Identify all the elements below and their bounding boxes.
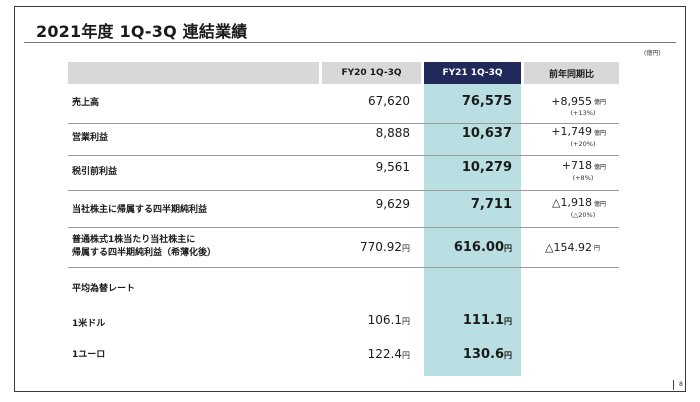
cell-yoy-pct-operating-income: (+20%) [570, 140, 596, 148]
cell-fy21-operating-income: 10,637 [461, 126, 512, 141]
cell-yoy-unit-pretax-income: 億円 [594, 164, 607, 171]
cell-fy20-eur-unit: 円 [402, 351, 410, 360]
header-fy21: FY21 1Q-3Q [424, 62, 521, 84]
row-label-operating-income: 営業利益 [72, 133, 109, 143]
page-title: 2021年度 1Q-3Q 連結業績 [36, 22, 248, 41]
page-number: 8 [679, 381, 683, 388]
row-label-net-income: 当社株主に帰属する四半期純利益 [72, 205, 208, 215]
fx-section-title: 平均為替レート [72, 284, 136, 294]
header-yoy: 前年同期比 [524, 62, 619, 84]
cell-fy20-sales: 67,620 [368, 94, 410, 108]
cell-fy20-eur: 122.4円 [318, 347, 410, 361]
cell-yoy-unit-net-income: 億円 [594, 201, 607, 208]
cell-fy21-eps-value: 616.00 [453, 240, 504, 255]
cell-yoy-pct-sales: (+13%) [570, 109, 596, 117]
cell-yoy-eps: △154.92 [545, 241, 592, 254]
cell-fy20-eps-value: 770.92 [360, 240, 402, 254]
row-separator [68, 155, 619, 156]
cell-yoy-operating-income: +1,749 [551, 125, 592, 138]
slide-frame [14, 6, 686, 392]
row-separator [68, 227, 619, 228]
page-number-divider [673, 380, 674, 390]
cell-fy21-usd-unit: 円 [504, 317, 512, 326]
cell-fy20-pretax-income: 9,561 [375, 160, 410, 174]
fy21-highlight-column [424, 84, 521, 376]
cell-fy21-pretax-income: 10,279 [461, 160, 512, 175]
cell-yoy-unit-sales: 億円 [594, 99, 607, 106]
cell-yoy-sales: +8,955 [551, 95, 592, 108]
cell-yoy-pretax-income: +718 [561, 159, 592, 172]
cell-fy20-usd: 106.1円 [318, 313, 410, 327]
cell-fy21-usd: 111.1円 [424, 313, 512, 328]
cell-fy21-sales: 76,575 [461, 94, 512, 109]
row-label-sales: 売上高 [72, 98, 100, 108]
cell-yoy-unit-operating-income: 億円 [594, 130, 607, 137]
row-label-eps-line2: 帰属する四半期純利益（希薄化後） [72, 248, 217, 258]
cell-fy20-eps: 770.92円 [318, 240, 410, 254]
row-separator [68, 267, 619, 268]
row-label-eps-line1: 普通株式1株当たり当社株主に [72, 235, 196, 245]
cell-yoy-pct-pretax-income: (+8%) [572, 174, 594, 182]
cell-fy21-eur-value: 130.6 [462, 347, 504, 362]
cell-fy20-usd-value: 106.1 [367, 313, 402, 327]
row-separator [68, 123, 619, 124]
cell-fy21-usd-value: 111.1 [462, 313, 504, 328]
cell-fy21-eps-unit: 円 [504, 244, 512, 253]
cell-fy21-eps: 616.00円 [424, 240, 512, 255]
cell-yoy-net-income: △1,918 [552, 196, 592, 209]
header-fy20: FY20 1Q-3Q [322, 62, 421, 84]
row-label-eur: 1ユーロ [72, 350, 106, 360]
cell-fy20-operating-income: 8,888 [375, 126, 410, 140]
cell-fy20-usd-unit: 円 [402, 317, 410, 326]
row-label-pretax-income: 税引前利益 [72, 167, 118, 177]
cell-fy20-net-income: 9,629 [375, 197, 410, 211]
cell-yoy-unit-eps: 円 [594, 245, 601, 252]
header-blank-cell [68, 62, 319, 84]
cell-fy21-eur-unit: 円 [504, 351, 512, 360]
unit-label: (億円) [644, 50, 661, 57]
row-label-usd: 1米ドル [72, 319, 106, 329]
cell-fy21-net-income: 7,711 [470, 197, 512, 212]
cell-fy20-eur-value: 122.4 [367, 347, 402, 361]
cell-fy20-eps-unit: 円 [402, 244, 410, 253]
cell-fy21-eur: 130.6円 [424, 347, 512, 362]
row-separator [68, 190, 619, 191]
cell-yoy-pct-net-income: (△20%) [570, 211, 596, 219]
title-divider [24, 42, 676, 43]
